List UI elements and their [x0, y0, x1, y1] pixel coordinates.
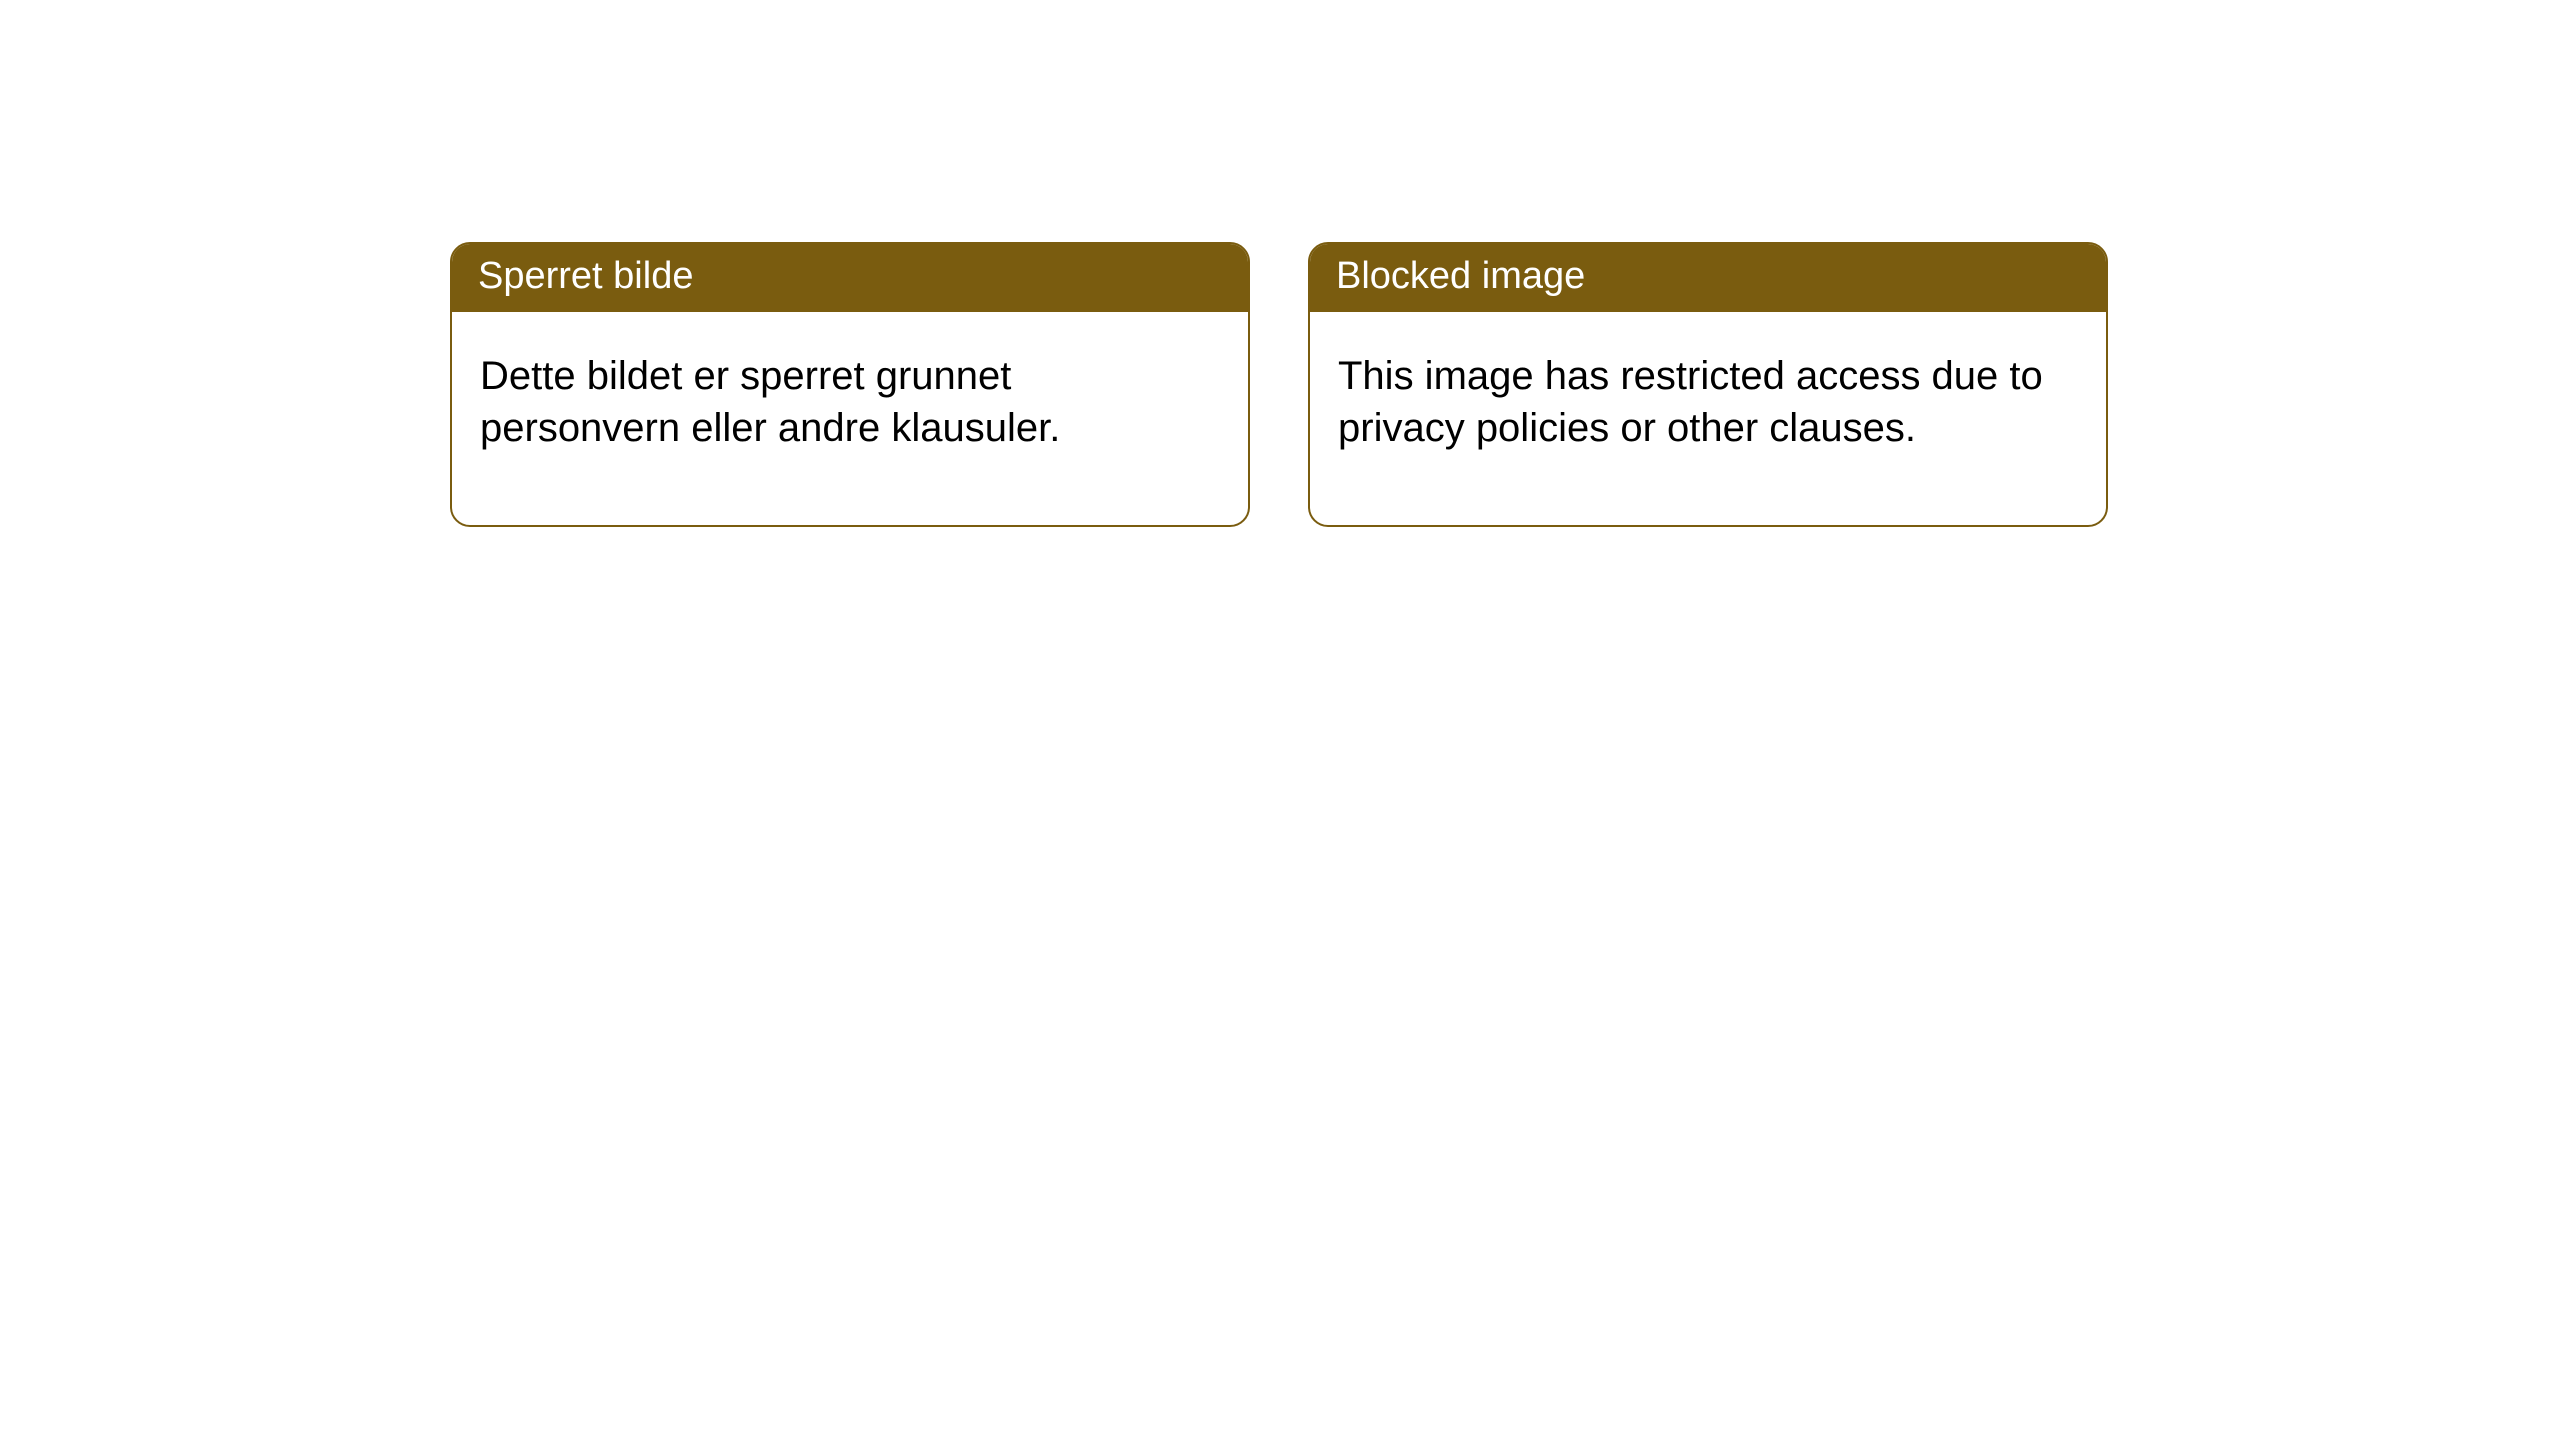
notice-card-no: Sperret bilde Dette bildet er sperret gr… [450, 242, 1250, 527]
notice-card-en-body: This image has restricted access due to … [1310, 312, 2106, 526]
notice-card-no-body: Dette bildet er sperret grunnet personve… [452, 312, 1248, 526]
notice-card-no-title: Sperret bilde [452, 244, 1248, 312]
notice-card-en-title: Blocked image [1310, 244, 2106, 312]
notice-cards-container: Sperret bilde Dette bildet er sperret gr… [0, 0, 2560, 527]
notice-card-en: Blocked image This image has restricted … [1308, 242, 2108, 527]
